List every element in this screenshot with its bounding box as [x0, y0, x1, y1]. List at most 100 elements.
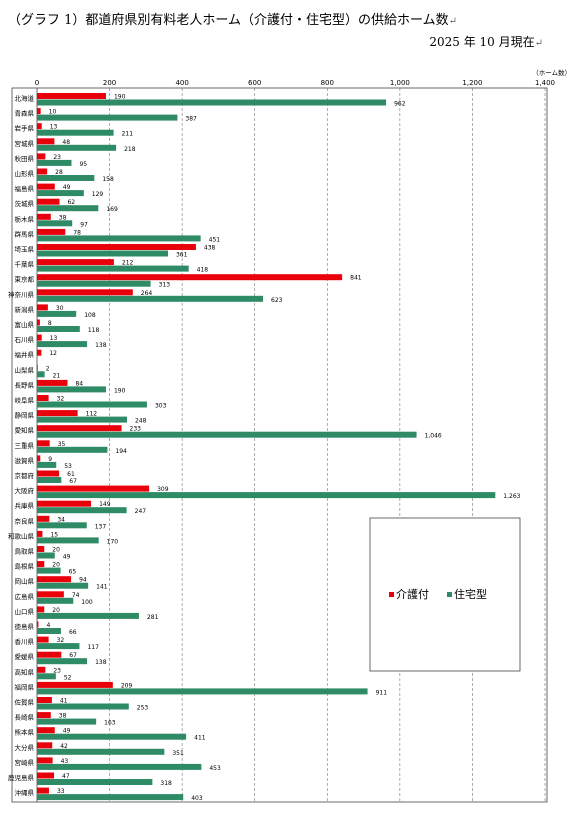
bar-jutakugata — [37, 190, 84, 197]
bar-jutakugata — [37, 341, 88, 348]
grid — [36, 88, 546, 802]
category-label: 千葉県 — [15, 260, 35, 269]
legend-box — [369, 517, 521, 672]
bar-kaigotsuki — [37, 319, 40, 326]
category-label: 北海道 — [15, 94, 35, 103]
bar-kaigotsuki — [37, 651, 62, 658]
value-label-kaigotsuki: 35 — [58, 441, 66, 448]
bar-kaigotsuki — [37, 606, 45, 613]
bar-jutakugata — [37, 295, 264, 302]
value-label-kaigotsuki: 112 — [86, 411, 98, 418]
bar-jutakugata — [37, 250, 168, 257]
legend-swatch-kaigotsuki — [389, 592, 394, 597]
bar-kaigotsuki — [37, 681, 113, 688]
value-label-jutakugata: 623 — [271, 297, 283, 304]
bar-jutakugata — [37, 326, 80, 332]
category-label: 山口県 — [15, 607, 35, 616]
value-label-kaigotsuki: 41 — [60, 698, 68, 705]
return-mark: ↵ — [448, 16, 458, 27]
x-tick-label: 800 — [321, 79, 334, 87]
value-label-kaigotsuki: 84 — [75, 380, 83, 387]
value-label-jutakugata: 411 — [194, 735, 206, 742]
value-label-kaigotsuki: 49 — [63, 184, 71, 191]
category-label: 高知県 — [15, 667, 35, 676]
bar-jutakugata — [37, 658, 88, 665]
bar-jutakugata — [37, 235, 201, 242]
value-label-kaigotsuki: 30 — [56, 305, 64, 312]
bar-kaigotsuki — [37, 213, 51, 220]
value-label-kaigotsuki: 233 — [130, 426, 142, 433]
bar-jutakugata — [37, 431, 417, 438]
category-label: 岩手県 — [15, 124, 35, 133]
value-label-jutakugata: 67 — [69, 478, 77, 485]
bar-kaigotsuki — [37, 500, 92, 507]
value-label-kaigotsuki: 78 — [73, 229, 81, 236]
value-label-kaigotsuki: 12 — [49, 350, 57, 357]
legend-label-jutakugata: 住宅型 — [454, 587, 487, 601]
value-label-jutakugata: 451 — [209, 236, 221, 243]
bar-kaigotsuki — [37, 546, 45, 552]
value-label-jutakugata: 95 — [79, 161, 87, 168]
category-label: 茨城県 — [15, 199, 35, 208]
category-label: 大阪府 — [15, 486, 35, 495]
bar-jutakugata — [37, 159, 72, 166]
value-label-jutakugata: 351 — [172, 750, 184, 757]
value-label-kaigotsuki: 841 — [350, 275, 362, 282]
value-label-jutakugata: 248 — [135, 418, 147, 425]
value-label-jutakugata: 170 — [107, 538, 119, 545]
value-label-jutakugata: 281 — [147, 614, 159, 621]
category-label: 東京都 — [15, 275, 35, 284]
value-label-kaigotsuki: 67 — [69, 652, 77, 659]
value-label-kaigotsuki: 13 — [50, 124, 58, 131]
value-label-kaigotsuki: 49 — [63, 728, 71, 735]
value-label-kaigotsuki: 20 — [52, 562, 60, 569]
value-label-jutakugata: 163 — [104, 720, 116, 727]
category-label: 埼玉県 — [15, 245, 35, 254]
value-label-kaigotsuki: 10 — [49, 109, 57, 116]
value-label-kaigotsuki: 438 — [204, 245, 216, 252]
bar-jutakugata — [37, 567, 61, 574]
bar-kaigotsuki — [37, 395, 49, 401]
bar-kaigotsuki — [37, 561, 45, 568]
bar-kaigotsuki — [37, 364, 38, 371]
value-label-kaigotsuki: 74 — [72, 592, 80, 599]
value-label-kaigotsuki: 8 — [48, 320, 52, 327]
bar-jutakugata — [37, 461, 57, 468]
bar-kaigotsuki — [37, 772, 55, 779]
category-label: 宮城県 — [15, 139, 35, 148]
bar-jutakugata — [37, 477, 62, 483]
value-label-kaigotsuki: 15 — [50, 531, 58, 538]
x-tick-label: 200 — [103, 79, 116, 87]
category-label: 福井県 — [15, 350, 35, 359]
value-label-kaigotsuki: 23 — [53, 154, 61, 161]
bar-kaigotsuki — [37, 93, 106, 99]
x-tick-label: 1,000 — [390, 79, 410, 87]
category-label: 岡山県 — [15, 577, 35, 586]
value-label-jutakugata: 53 — [64, 463, 72, 470]
category-label: 愛知県 — [15, 426, 35, 435]
value-label-jutakugata: 138 — [95, 659, 107, 666]
bar-jutakugata — [37, 99, 387, 106]
return-mark: ↵ — [534, 38, 543, 49]
value-label-kaigotsuki: 209 — [121, 682, 133, 689]
value-label-jutakugata: 100 — [81, 599, 93, 606]
value-label-kaigotsuki: 94 — [79, 577, 87, 584]
category-label: 香川県 — [15, 637, 35, 646]
value-label-jutakugata: 211 — [122, 131, 134, 138]
value-label-jutakugata: 169 — [106, 206, 118, 213]
bar-kaigotsuki — [37, 742, 53, 749]
bar-kaigotsuki — [37, 636, 49, 643]
value-label-jutakugata: 1,263 — [503, 493, 520, 500]
category-label: 福岡県 — [15, 682, 35, 691]
value-label-jutakugata: 49 — [63, 554, 71, 561]
value-label-kaigotsuki: 2 — [46, 365, 50, 372]
value-label-jutakugata: 453 — [209, 765, 221, 772]
bar-kaigotsuki — [37, 530, 43, 537]
value-label-kaigotsuki: 33 — [57, 788, 65, 795]
category-label: 岐阜県 — [15, 396, 35, 405]
category-label: 群馬県 — [15, 229, 35, 238]
bar-jutakugata — [37, 643, 80, 650]
value-label-kaigotsuki: 212 — [122, 260, 134, 267]
category-label: 愛媛県 — [15, 652, 35, 661]
value-label-jutakugata: 117 — [87, 644, 99, 651]
